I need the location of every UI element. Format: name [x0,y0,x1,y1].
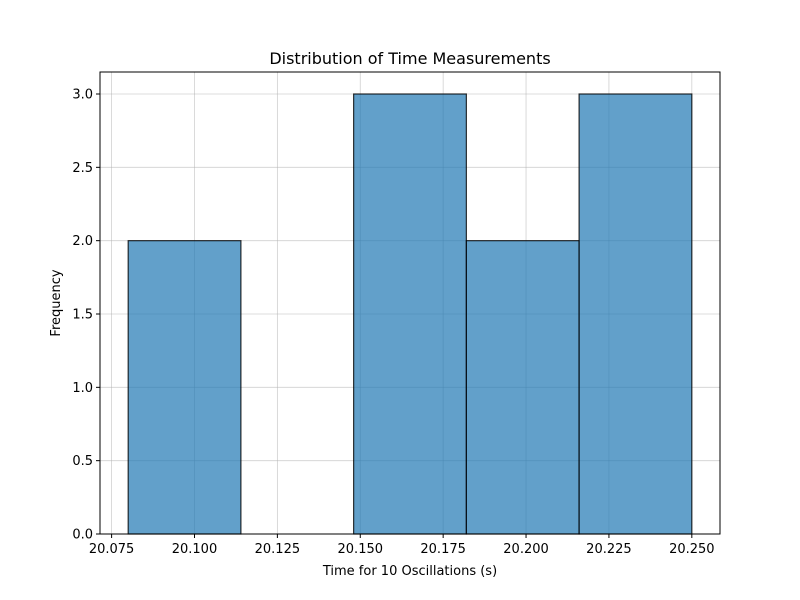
plot-frame [99,71,721,535]
y-axis-ticks: 0.0 0.5 1.0 1.5 2.0 2.5 3.0 [72,88,100,543]
histogram-bar [353,93,467,535]
x-tick-label: 20.225 [586,542,632,557]
x-tick-label: 20.175 [420,542,466,557]
y-tick-label: 2.5 [72,161,93,176]
x-tick-label: 20.100 [172,542,218,557]
y-tick-label: 2.0 [72,234,93,249]
x-tick-label: 20.150 [338,542,384,557]
y-tick-label: 3.0 [72,88,93,103]
histogram-bar [127,240,242,535]
bars-layer [127,93,693,535]
chart-title: Distribution of Time Measurements [269,49,550,68]
y-tick-label: 0.5 [72,454,93,469]
x-axis-ticks: 20.075 20.100 20.125 20.150 20.175 20.200 20.2… [89,534,715,557]
y-tick-label: 1.5 [72,308,93,323]
x-tick-label: 20.250 [669,542,715,557]
y-tick-label: 0.0 [72,528,93,543]
x-axis-label: Time for 10 Oscillations (s) [322,564,497,579]
y-axis-label: Frequency [49,269,64,336]
histogram-bar [578,93,693,535]
histogram-bar [465,240,580,535]
x-tick-label: 20.200 [503,542,549,557]
y-tick-label: 1.0 [72,381,93,396]
x-tick-label: 20.075 [89,542,135,557]
x-tick-label: 20.125 [255,542,301,557]
